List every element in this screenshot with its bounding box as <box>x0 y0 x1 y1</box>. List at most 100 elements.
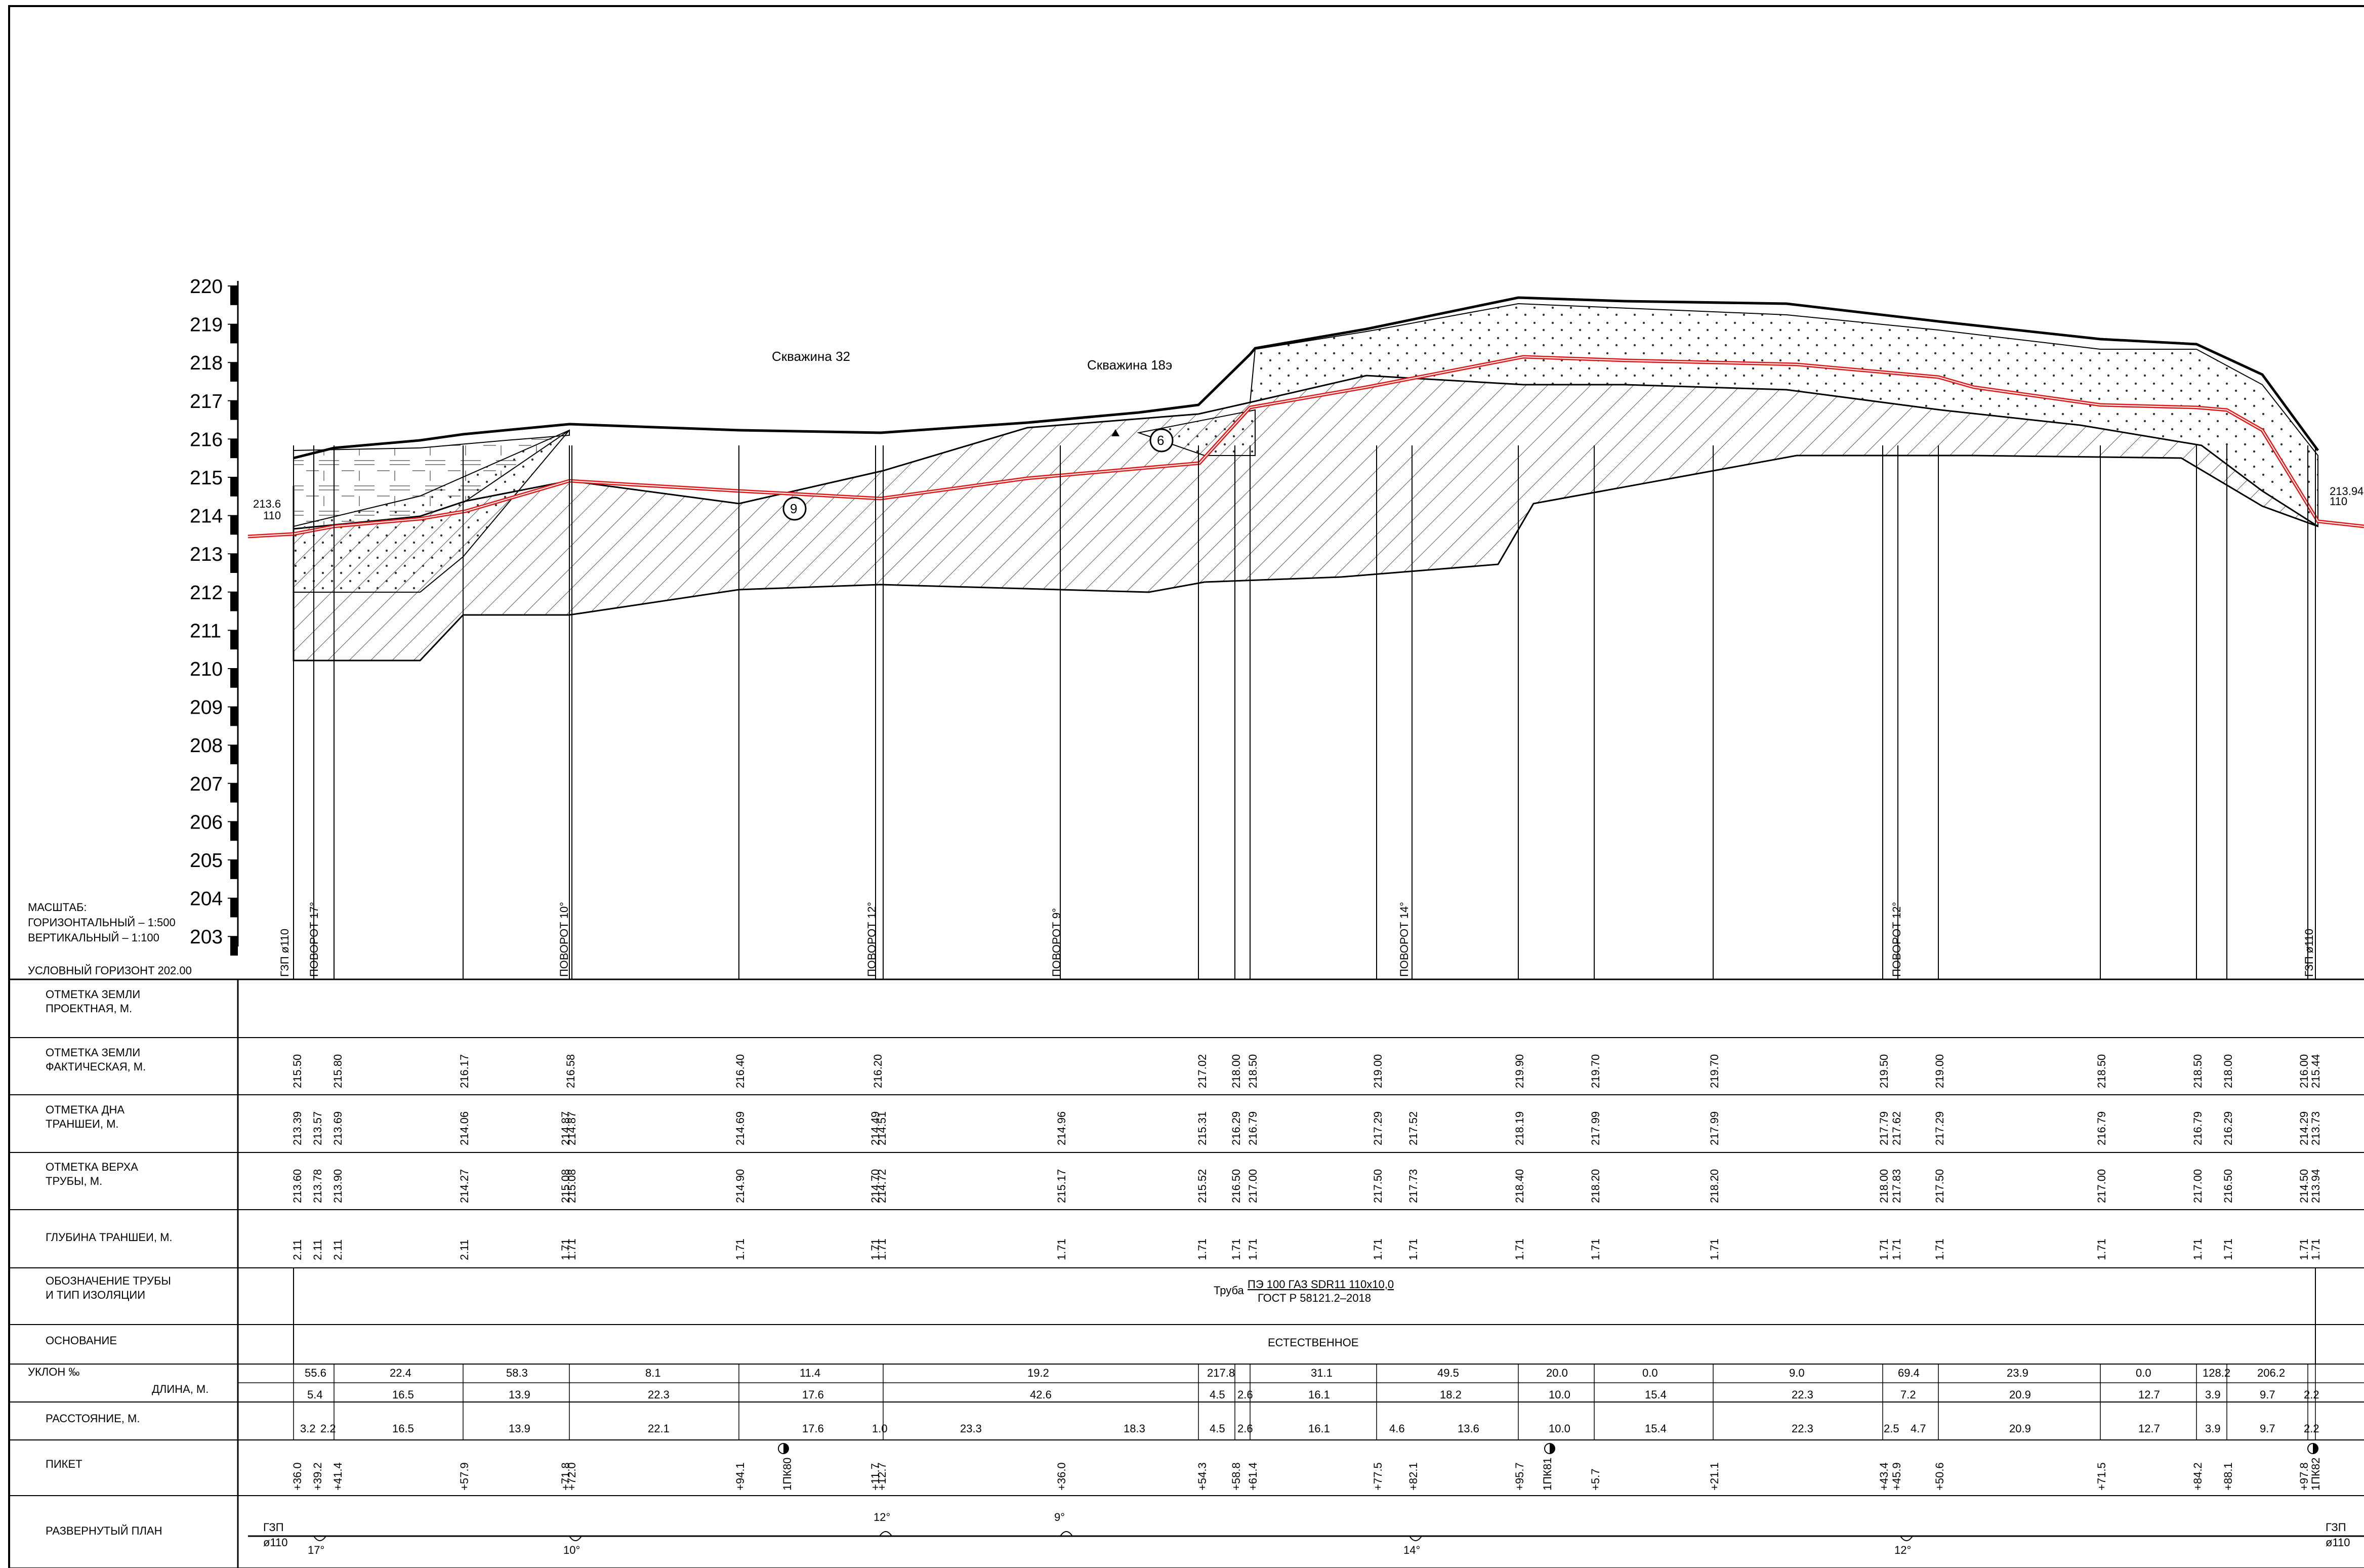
slope-value: 217.8 <box>1207 1367 1235 1379</box>
start-diameter-label: 110 <box>263 509 281 522</box>
length-value: 10.0 <box>1549 1388 1570 1401</box>
picket-value: +43.4 <box>1878 1462 1890 1491</box>
distance-value: 23.3 <box>960 1422 982 1435</box>
picket-marker-fill <box>1550 1443 1555 1454</box>
picket-marker-fill <box>783 1443 789 1454</box>
trench-bottom-value: 214.87 <box>565 1111 578 1145</box>
picket-value: +41.4 <box>331 1462 344 1491</box>
distance-value: 12.7 <box>2138 1422 2160 1435</box>
trench-depth-value: 1.71 <box>876 1239 888 1260</box>
pipe-top-value: 216.50 <box>2222 1169 2234 1203</box>
picket-value: +88.1 <box>2222 1462 2234 1491</box>
ground-actual-value: 216.00 <box>2298 1054 2310 1088</box>
turn-label: ПОВОРОТ 10° <box>558 902 570 977</box>
scale-segment <box>230 936 238 956</box>
ground-actual-value: 218.50 <box>1247 1054 1259 1088</box>
trench-depth-value: 1.71 <box>1589 1239 1602 1260</box>
row-header-label: ДЛИНА, М. <box>152 1383 209 1395</box>
slope-value: 55.6 <box>305 1367 326 1379</box>
scale-segment <box>230 477 238 497</box>
plan-start-label: ø110 <box>263 1536 288 1549</box>
distance-value: 18.3 <box>1124 1422 1145 1435</box>
slope-value: 8.1 <box>645 1367 661 1379</box>
turn-label: ГЗП ø110 <box>2303 929 2315 977</box>
distance-value: 3.2 <box>300 1422 316 1435</box>
picket-value: +61.4 <box>1247 1462 1259 1491</box>
borehole-32-label: Скважина 32 <box>772 349 850 364</box>
ground-actual-value: 218.00 <box>1230 1054 1242 1088</box>
row-header-label: ОТМЕТКА ЗЕМЛИ <box>46 1046 140 1059</box>
ground-actual-value: 216.40 <box>734 1054 746 1088</box>
axis-label: 215 <box>190 467 223 489</box>
slope-value: 22.4 <box>390 1367 411 1379</box>
plan-turn-icon <box>879 1531 892 1537</box>
axis-label: 218 <box>190 352 223 374</box>
slope-value: 69.4 <box>1898 1367 1920 1379</box>
picket-value: +54.3 <box>1196 1462 1209 1491</box>
slope-value: 23.9 <box>2007 1367 2028 1379</box>
row-header-label: РАЗВЕРНУТЫЙ ПЛАН <box>46 1524 162 1537</box>
scale-segment <box>230 630 238 650</box>
axis-label: 211 <box>190 620 221 642</box>
ground-actual-value: 217.02 <box>1196 1054 1209 1088</box>
distance-value: 15.4 <box>1645 1422 1667 1435</box>
picket-value: +71.5 <box>2095 1462 2108 1491</box>
plan-end-label: ø110 <box>2326 1536 2350 1549</box>
trench-bottom-value: 216.79 <box>1247 1111 1259 1145</box>
length-value: 12.7 <box>2138 1388 2160 1401</box>
trench-depth-value: 2.11 <box>331 1240 344 1260</box>
trench-depth-value: 1.71 <box>2095 1239 2108 1260</box>
pipe-top-value: 213.94 <box>2309 1169 2322 1203</box>
trench-depth-value: 1.71 <box>2309 1239 2322 1260</box>
length-value: 4.5 <box>1210 1388 1225 1401</box>
station-lines <box>293 445 2316 979</box>
trench-bottom-value: 213.73 <box>2309 1111 2322 1145</box>
table-values: 215.50 215.80 216.17 216.58 216.40 216.20 217.… <box>291 1054 2322 1491</box>
length-value: 15.4 <box>1645 1388 1667 1401</box>
pipe-top-value: 216.50 <box>1230 1169 1242 1203</box>
row-header-label: ГЛУБИНА ТРАНШЕИ, М. <box>46 1231 173 1244</box>
axis-label: 217 <box>190 391 223 412</box>
length-value: 2.2 <box>2304 1388 2319 1401</box>
length-value: 9.7 <box>2260 1388 2275 1401</box>
pipe-top-value: 215.52 <box>1196 1169 1209 1203</box>
distance-value: 9.7 <box>2260 1422 2275 1435</box>
ground-actual-value: 215.50 <box>291 1054 304 1088</box>
scale-segment <box>230 860 238 879</box>
trench-bottom-value: 217.99 <box>1708 1111 1721 1145</box>
distance-value: 4.6 <box>1389 1422 1405 1435</box>
trench-bottom-value: 217.79 <box>1878 1111 1890 1145</box>
pipe-top-value: 217.00 <box>2095 1169 2108 1203</box>
ground-actual-value: 216.20 <box>872 1054 884 1088</box>
ground-actual-value: 219.70 <box>1589 1054 1602 1088</box>
scale-horizontal: ГОРИЗОНТАЛЬНЫЙ – 1:500 <box>28 916 176 929</box>
trench-depth-value: 1.71 <box>2222 1239 2234 1260</box>
picket-value: +94.1 <box>734 1462 746 1491</box>
axis-label: 216 <box>190 429 223 450</box>
length-value: 22.3 <box>648 1388 670 1401</box>
row-header-label: ОТМЕТКА ДНА <box>46 1103 125 1116</box>
plan-turn-icon <box>569 1536 582 1541</box>
pipe-top-value: 215.08 <box>565 1169 578 1203</box>
picket-value: +58.8 <box>1230 1462 1242 1491</box>
length-value: 3.9 <box>2205 1388 2221 1401</box>
trench-bottom-value: 217.29 <box>1933 1111 1946 1145</box>
ground-actual-value: 219.00 <box>1372 1054 1384 1088</box>
plan-angle-label: 12° <box>1894 1544 1911 1556</box>
trench-depth-value: 1.71 <box>734 1239 746 1260</box>
row-header-label: ТРУБЫ, М. <box>46 1175 102 1187</box>
distance-value: 2.2 <box>320 1422 336 1435</box>
expanded-plan: 17° 10° 12° 9° 14° 12° ГЗП ø110 ГЗП ø110 <box>248 1511 2364 1556</box>
length-value: 16.5 <box>392 1388 414 1401</box>
trench-depth-value: 1.71 <box>1372 1239 1384 1260</box>
length-value: 7.2 <box>1900 1388 1916 1401</box>
trench-depth-value: 1.71 <box>1878 1239 1890 1260</box>
axis-label: 219 <box>190 314 223 336</box>
pipe-top-value: 213.78 <box>311 1169 324 1203</box>
trench-depth-value: 1.71 <box>1708 1239 1721 1260</box>
slope-value: 0.0 <box>1642 1367 1658 1379</box>
axis-label: 220 <box>190 276 223 298</box>
length-value: 22.3 <box>1792 1388 1813 1401</box>
slope-value: 9.0 <box>1789 1367 1805 1379</box>
distance-value: 2.2 <box>2304 1422 2319 1435</box>
